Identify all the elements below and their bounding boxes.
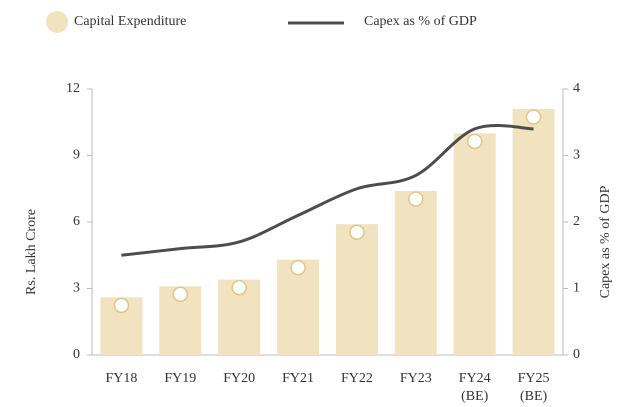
y2-tick-label: 4 — [573, 81, 580, 96]
x-tick-label: FY20 — [223, 371, 255, 386]
bar-marker — [172, 286, 189, 303]
line — [121, 123, 534, 257]
x-tick-label: FY23 — [400, 371, 432, 386]
x-tick-label: FY21 — [282, 371, 314, 386]
x-tick-label: FY25 (BE) — [518, 371, 550, 404]
bar — [512, 108, 555, 355]
y-axis-label: Rs. Lakh Crore — [24, 209, 39, 295]
legend-label: Capex as % of GDP — [364, 14, 477, 29]
y2-axis-label: Capex as % of GDP — [598, 185, 613, 298]
x-tick-label: FY19 — [164, 371, 196, 386]
x-tick-label: FY24 (BE) — [459, 371, 491, 404]
legend-swatch — [46, 11, 68, 33]
x-tick-label: FY18 — [105, 371, 137, 386]
y2-tick-label: 0 — [573, 347, 580, 362]
bar-marker — [466, 133, 483, 150]
y-tick-label: 3 — [73, 281, 80, 296]
bar-marker — [113, 297, 130, 314]
bar-marker — [231, 279, 247, 296]
bar — [453, 133, 496, 355]
bar — [394, 190, 437, 355]
bar-marker — [525, 109, 542, 125]
y-tick-label: 0 — [73, 347, 80, 362]
bar-marker — [408, 191, 424, 207]
y-tick-label: 12 — [66, 81, 80, 96]
legend-label: Capital Expenditure — [74, 14, 186, 29]
bar — [335, 224, 378, 355]
y-tick-label: 6 — [73, 214, 80, 229]
bar-marker — [290, 259, 306, 276]
y2-tick-label: 3 — [573, 148, 580, 163]
y-tick-label: 9 — [73, 148, 80, 163]
bar — [277, 259, 320, 355]
y2-tick-label: 2 — [573, 214, 580, 229]
y2-tick-label: 1 — [573, 281, 580, 296]
x-tick-label: FY22 — [341, 371, 373, 386]
bar-marker — [349, 224, 365, 240]
